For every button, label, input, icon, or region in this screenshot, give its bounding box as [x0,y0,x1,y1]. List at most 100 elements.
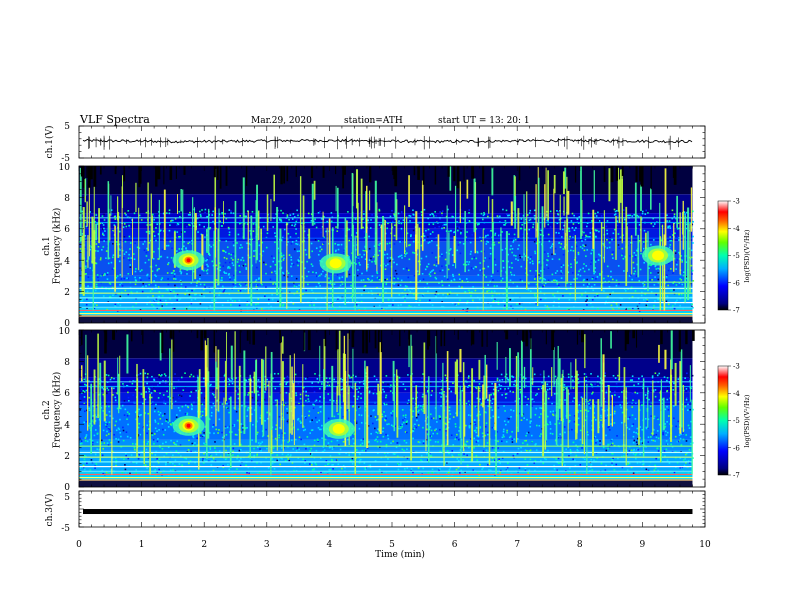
spectrogram-noise [427,290,429,293]
spectrogram-noise [196,282,198,284]
spectrogram-noise [475,455,478,457]
spectrogram-noise [668,220,671,222]
spectrogram-noise [111,268,114,270]
spectrogram-noise [157,302,160,305]
spectrogram-noise [150,392,153,394]
spectrogram-noise [231,378,234,381]
spectrogram-noise [608,425,611,428]
spectrogram-noise [416,406,419,408]
spectrogram-noise [480,212,483,215]
ch1-ytick-6: 6 [64,225,70,235]
spectrogram-noise [180,455,182,458]
spectrogram-noise [594,212,597,215]
spectrogram-noise [653,415,656,418]
spectrogram-noise [320,273,323,275]
spectrogram-noise [306,275,308,278]
spectrogram-noise [450,248,452,250]
spectrogram-noise [239,215,242,217]
spectrogram-noise [137,374,140,376]
spectrogram-noise [681,466,684,469]
spectrogram-noise [265,246,268,249]
spectrogram-noise [166,256,169,259]
spectrogram-noise [607,447,609,450]
spectrogram-noise [187,449,190,451]
spectrogram-noise [547,307,550,309]
spectrogram-noise [671,227,673,230]
spectrogram-noise [363,253,366,256]
spectrogram-noise [184,308,187,310]
spectrogram-noise [297,288,300,291]
spectrogram-noise [194,461,196,464]
spectrogram-noise [312,271,314,274]
spectrogram-noise [675,284,678,286]
spectrogram-noise [309,420,312,423]
spectrogram-noise [616,215,619,217]
sferic-streak [404,205,406,255]
spectrogram-noise [280,220,283,222]
spectrogram-noise [198,223,201,226]
spectrogram-noise [296,261,299,264]
spectrogram-noise [486,431,489,434]
spectrogram-noise [399,284,402,287]
spectrogram-noise [277,300,279,303]
spectrogram-noise [505,209,508,212]
sferic-streak [625,206,628,287]
spectrogram-noise [687,459,690,462]
spectrogram-noise [314,462,316,464]
spectrogram-noise [508,233,510,236]
spectrogram-noise [154,284,157,287]
spectrogram-noise [195,284,198,287]
spectrogram-noise [135,462,138,465]
spectrogram-noise [491,409,494,411]
spectrogram-noise [89,422,91,425]
spectrogram-noise [272,377,274,380]
spectrogram-noise [127,210,130,212]
spectrogram-noise [576,446,579,448]
spectrogram-line [79,297,693,299]
spectrogram-noise [572,223,575,225]
spectrogram-noise [316,275,318,278]
sferic-streak [446,205,448,279]
spectrogram-noise [338,276,341,279]
spectrogram-noise [586,222,589,224]
spectrogram-noise [305,289,307,292]
spectrogram-band [79,377,693,393]
spectrogram-noise [416,419,418,422]
spectrogram-noise [483,286,485,289]
spectrogram-noise [434,272,436,275]
spectrogram-noise [279,305,281,307]
spectrogram-noise [670,230,673,233]
spectrogram-noise [569,286,572,288]
spectrogram-noise [554,279,557,282]
spectrogram-noise [641,247,644,250]
spectrogram-noise [319,457,322,459]
spectrogram-noise [238,304,241,307]
spectrogram-noise [327,282,330,284]
spectrogram-noise [584,373,587,376]
spectrogram-gap [518,166,521,181]
spectrogram-noise [524,310,527,312]
spectrogram-noise [649,279,651,281]
spectrogram-noise [568,419,571,422]
spectrogram-noise [585,255,587,257]
spectrogram-noise [650,290,653,293]
spectrogram-noise [540,298,542,301]
spectrogram-noise [387,383,389,386]
spectrogram-noise [293,225,296,227]
spectrogram-noise [257,278,260,280]
spectrogram-noise [438,282,440,284]
spectrogram-noise [271,308,273,311]
spectrogram-noise [262,250,265,253]
spectrogram-noise [106,273,108,276]
spectrogram-noise [223,288,226,290]
spectrogram-noise [612,232,615,235]
spectrogram-noise [529,270,532,272]
spectrogram-gap [394,166,398,187]
spectrogram-noise [489,280,492,283]
spectrogram-noise [645,240,648,243]
spectrogram-noise [202,460,204,462]
spectrogram-noise [385,283,388,286]
spectrogram-noise [435,295,437,298]
spectrogram-noise [204,208,207,211]
spectrogram-noise [384,419,387,422]
